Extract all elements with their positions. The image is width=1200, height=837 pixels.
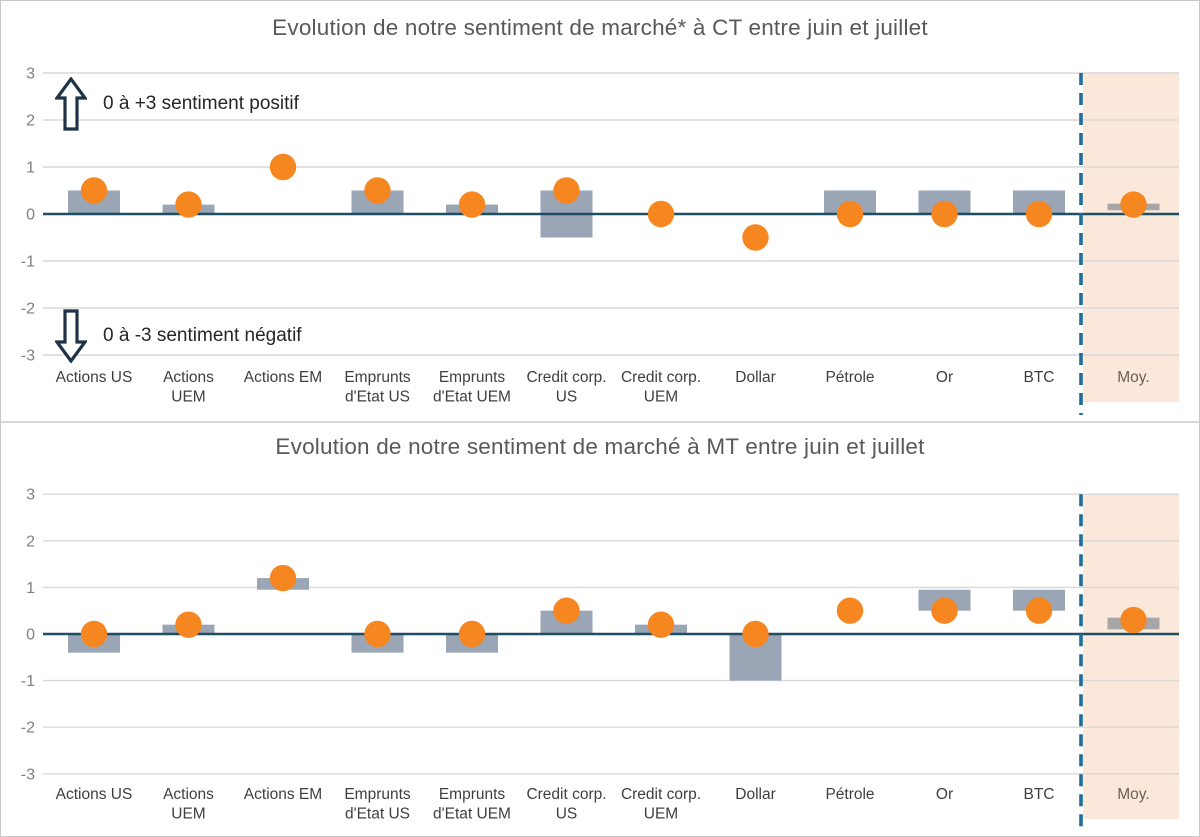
category-label: Or: [936, 786, 953, 803]
sentiment-dot: [1025, 597, 1053, 624]
category-label: Emprunts: [344, 369, 411, 386]
sentiment-dot: [931, 200, 958, 228]
chart-title-ct: Evolution de notre sentiment de marché* …: [272, 15, 928, 40]
sentiment-dot: [175, 191, 202, 218]
y-tick-label: 3: [26, 487, 35, 504]
y-tick-label: 0: [26, 207, 35, 224]
category-label: Moy.: [1117, 786, 1149, 803]
category-label: Actions EM: [244, 786, 322, 803]
y-tick-label: 3: [26, 66, 35, 83]
sentiment-dot: [80, 177, 108, 204]
sentiment-dot: [1120, 606, 1147, 634]
sentiment-dot: [647, 200, 675, 228]
sentiment-dot: [931, 597, 958, 624]
sentiment-dot: [269, 564, 297, 592]
category-label: Emprunts: [439, 369, 506, 386]
category-label: UEM: [644, 389, 678, 406]
category-label: Moy.: [1117, 369, 1149, 386]
sentiment-dot: [364, 177, 391, 204]
moy-highlight-band: [1083, 73, 1179, 402]
sentiment-dot: [1120, 191, 1147, 218]
sentiment-dot: [553, 177, 580, 204]
sentiment-dot: [269, 153, 297, 181]
sentiment-dot: [80, 620, 108, 648]
negative-annotation-label: 0 à -3 sentiment négatif: [103, 325, 302, 346]
category-label: US: [556, 806, 578, 823]
y-tick-label: -3: [21, 348, 35, 365]
category-label: Credit corp.: [621, 786, 701, 803]
down-arrow-icon: [55, 309, 87, 363]
category-label: Or: [936, 369, 953, 386]
chart-card-mt: Evolution de notre sentiment de marché à…: [1, 421, 1199, 836]
category-label: d'Etat UEM: [433, 806, 511, 823]
y-tick-label: 1: [26, 580, 35, 597]
up-arrow-icon: [55, 77, 87, 131]
category-label: Credit corp.: [526, 786, 606, 803]
category-label: Actions US: [56, 786, 133, 803]
y-tick-label: 0: [26, 627, 35, 644]
category-label: Emprunts: [439, 786, 506, 803]
sentiment-dot: [175, 611, 202, 638]
chart-title-mt: Evolution de notre sentiment de marché à…: [275, 434, 925, 459]
category-label: Actions EM: [244, 369, 322, 386]
category-label: UEM: [171, 806, 205, 823]
chart-plot-mt: 3 2 1 0 -1 -2 -3 Actions US Actions UEM Actions EM…: [21, 487, 1179, 832]
sentiment-dot: [836, 200, 864, 228]
sentiment-dot: [836, 597, 864, 624]
category-label: Actions US: [56, 369, 133, 386]
sentiment-dot: [364, 620, 391, 648]
category-label: Dollar: [735, 786, 775, 803]
category-label: UEM: [171, 389, 205, 406]
category-label: Pétrole: [825, 786, 874, 803]
category-label: BTC: [1024, 786, 1055, 803]
sentiment-dot: [742, 620, 769, 648]
positive-annotation-label: 0 à +3 sentiment positif: [103, 93, 299, 114]
sentiment-dot: [553, 597, 580, 624]
chart-card-ct: Evolution de notre sentiment de marché* …: [1, 1, 1199, 421]
negative-sentiment-annotation: 0 à -3 sentiment négatif: [55, 309, 302, 363]
category-label: Credit corp.: [526, 369, 606, 386]
y-tick-label: 2: [26, 113, 35, 130]
sentiment-dot: [458, 620, 486, 648]
y-tick-label: -1: [21, 673, 35, 690]
sentiment-dot: [458, 191, 486, 218]
y-tick-label: 2: [26, 533, 35, 550]
category-label: Actions: [163, 369, 214, 386]
category-label: d'Etat UEM: [433, 389, 511, 406]
sentiment-dot: [1025, 200, 1053, 228]
category-label: BTC: [1024, 369, 1055, 386]
category-label: UEM: [644, 806, 678, 823]
category-label: Dollar: [735, 369, 775, 386]
category-label: d'Etat US: [345, 389, 410, 406]
positive-sentiment-annotation: 0 à +3 sentiment positif: [55, 77, 299, 131]
y-tick-label: -2: [21, 301, 35, 318]
category-label: Actions: [163, 786, 214, 803]
y-tick-label: 1: [26, 160, 35, 177]
y-tick-label: -3: [21, 766, 35, 783]
sentiment-dot: [647, 611, 675, 638]
y-tick-label: -1: [21, 254, 35, 271]
category-label: US: [556, 389, 578, 406]
y-tick-label: -2: [21, 720, 35, 737]
category-label: Emprunts: [344, 786, 411, 803]
sentiment-dot: [742, 224, 769, 251]
moy-highlight-band: [1083, 494, 1179, 819]
category-label: Pétrole: [825, 369, 874, 386]
category-label: d'Etat US: [345, 806, 410, 823]
chart-plot-ct: 3 2 1 0 -1 -2 -3 Actions US Actions UEM Actions EM…: [21, 66, 1179, 415]
category-label: Credit corp.: [621, 369, 701, 386]
